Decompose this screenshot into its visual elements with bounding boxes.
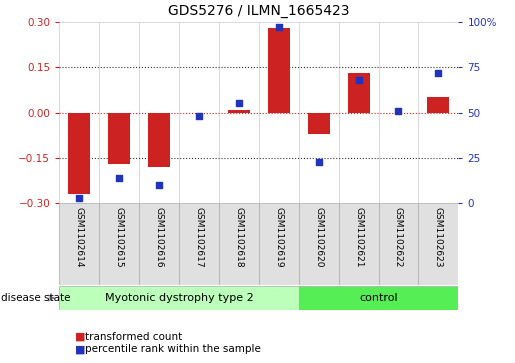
Point xyxy=(155,182,163,188)
Point xyxy=(195,113,203,119)
Bar xyxy=(99,203,139,285)
Bar xyxy=(299,203,339,285)
Text: disease state: disease state xyxy=(1,293,70,303)
Text: GSM1102616: GSM1102616 xyxy=(154,207,163,268)
Text: percentile rank within the sample: percentile rank within the sample xyxy=(85,344,261,354)
Bar xyxy=(348,73,370,113)
Text: GSM1102614: GSM1102614 xyxy=(75,207,83,268)
Bar xyxy=(379,203,418,285)
Text: control: control xyxy=(359,293,398,303)
Bar xyxy=(219,203,259,285)
Point xyxy=(394,108,403,114)
Bar xyxy=(108,113,130,164)
Text: GSM1102615: GSM1102615 xyxy=(115,207,124,268)
Bar xyxy=(427,97,450,113)
Text: GSM1102619: GSM1102619 xyxy=(274,207,283,268)
Bar xyxy=(179,203,219,285)
Title: GDS5276 / ILMN_1665423: GDS5276 / ILMN_1665423 xyxy=(168,4,350,18)
Point xyxy=(274,24,283,30)
Text: Myotonic dystrophy type 2: Myotonic dystrophy type 2 xyxy=(105,293,253,303)
Point xyxy=(354,77,363,83)
Bar xyxy=(299,286,458,310)
Text: ■: ■ xyxy=(75,344,85,354)
Text: GSM1102621: GSM1102621 xyxy=(354,207,363,268)
Text: GSM1102623: GSM1102623 xyxy=(434,207,443,268)
Bar xyxy=(268,28,290,113)
Bar xyxy=(139,203,179,285)
Text: ■: ■ xyxy=(75,332,85,342)
Bar xyxy=(259,203,299,285)
Text: transformed count: transformed count xyxy=(85,332,182,342)
Bar xyxy=(148,113,170,167)
Point xyxy=(235,101,243,106)
Text: GSM1102622: GSM1102622 xyxy=(394,207,403,268)
Bar xyxy=(418,203,458,285)
Bar xyxy=(228,110,250,113)
Text: GSM1102617: GSM1102617 xyxy=(195,207,203,268)
Point xyxy=(115,175,123,181)
Point xyxy=(315,159,323,164)
Bar xyxy=(59,203,99,285)
Bar xyxy=(307,113,330,134)
Text: GSM1102620: GSM1102620 xyxy=(314,207,323,268)
Bar xyxy=(59,286,299,310)
Bar xyxy=(339,203,379,285)
Text: GSM1102618: GSM1102618 xyxy=(234,207,243,268)
Point xyxy=(75,195,83,201)
Bar xyxy=(68,113,90,194)
Point xyxy=(434,70,442,76)
